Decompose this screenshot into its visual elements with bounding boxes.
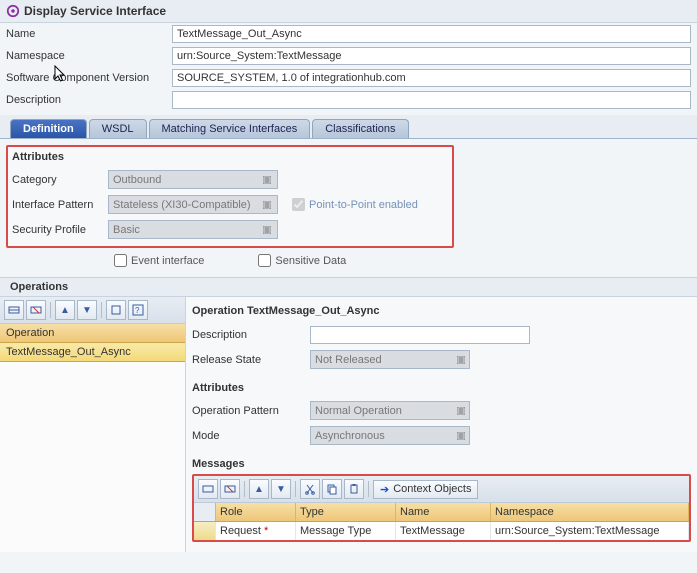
operation-detail-panel: Operation TextMessage_Out_Async Descript…	[186, 297, 697, 552]
tab-matching[interactable]: Matching Service Interfaces	[149, 119, 311, 138]
scv-label: Software Component Version	[6, 72, 172, 84]
messages-toolbar: ▲ ▼ ➔ Context Objects	[194, 476, 689, 503]
col-role: Role	[216, 503, 296, 521]
col-name: Name	[396, 503, 491, 521]
col-namespace: Namespace	[491, 503, 689, 521]
category-label: Category	[12, 174, 108, 186]
window-header: Display Service Interface	[0, 0, 697, 23]
add-row-button[interactable]	[4, 300, 24, 320]
p2p-input[interactable]	[292, 198, 305, 211]
messages-header-row: Role Type Name Namespace	[194, 503, 689, 522]
pattern-value: Stateless (XI30-Compatible)	[113, 199, 251, 211]
event-input[interactable]	[114, 254, 127, 267]
msg-role: Request	[220, 525, 261, 537]
attributes-title: Attributes	[12, 151, 448, 163]
operations-toolbar: ▲ ▼ ?	[0, 297, 185, 324]
msg-delete-button[interactable]	[220, 479, 240, 499]
context-objects-button[interactable]: ➔ Context Objects	[373, 480, 478, 499]
tab-wsdl[interactable]: WSDL	[89, 119, 147, 138]
sensitive-data-checkbox[interactable]: Sensitive Data	[258, 254, 346, 267]
description-label: Description	[6, 94, 172, 106]
pattern-combo[interactable]: Stateless (XI30-Compatible)	[108, 195, 278, 214]
dropdown-icon	[261, 198, 273, 212]
sensitive-label: Sensitive Data	[275, 255, 346, 267]
event-interface-checkbox[interactable]: Event interface	[114, 254, 204, 267]
oppattern-combo[interactable]: Normal Operation	[310, 401, 470, 420]
dropdown-icon	[261, 173, 273, 187]
required-star: *	[264, 525, 268, 537]
name-label: Name	[6, 28, 172, 40]
context-objects-label: Context Objects	[393, 483, 471, 495]
op-attr-title: Attributes	[192, 382, 691, 394]
msg-type: Message Type	[296, 522, 396, 540]
mode-value: Asynchronous	[315, 430, 385, 442]
name-field[interactable]: TextMessage_Out_Async	[172, 25, 691, 43]
operations-title: Operations	[0, 277, 697, 296]
delete-row-button[interactable]	[26, 300, 46, 320]
namespace-field[interactable]: urn:Source_System:TextMessage	[172, 47, 691, 65]
dropdown-icon	[457, 356, 465, 364]
event-label: Event interface	[131, 255, 204, 267]
oppattern-value: Normal Operation	[315, 405, 402, 417]
operation-row[interactable]: TextMessage_Out_Async	[0, 343, 185, 362]
security-combo[interactable]: Basic	[108, 220, 278, 239]
security-label: Security Profile	[12, 224, 108, 236]
operations-list-panel: ▲ ▼ ? Operation TextMessage_Out_Async	[0, 297, 186, 552]
attributes-panel: Attributes Category Outbound Interface P…	[6, 145, 454, 248]
category-combo[interactable]: Outbound	[108, 170, 278, 189]
msg-add-button[interactable]	[198, 479, 218, 499]
arrow-right-icon: ➔	[380, 483, 389, 496]
p2p-checkbox[interactable]: Point-to-Point enabled	[292, 198, 418, 211]
category-value: Outbound	[113, 174, 161, 186]
mode-combo[interactable]: Asynchronous	[310, 426, 470, 445]
p2p-label: Point-to-Point enabled	[309, 199, 418, 211]
service-interface-icon	[6, 4, 20, 18]
dropdown-icon	[457, 407, 465, 415]
release-label: Release State	[192, 354, 310, 366]
description-field[interactable]	[172, 91, 691, 109]
security-value: Basic	[113, 224, 140, 236]
pattern-label: Interface Pattern	[12, 199, 108, 211]
dropdown-icon	[261, 223, 273, 237]
scv-field[interactable]: SOURCE_SYSTEM, 1.0 of integrationhub.com	[172, 69, 691, 87]
message-row[interactable]: Request * Message Type TextMessage urn:S…	[194, 522, 689, 540]
msg-name: TextMessage	[396, 522, 491, 540]
msg-copy-button[interactable]	[322, 479, 342, 499]
release-value: Not Released	[315, 354, 382, 366]
mode-label: Mode	[192, 430, 310, 442]
operation-column-header: Operation	[0, 324, 185, 343]
msg-namespace: urn:Source_System:TextMessage	[491, 522, 689, 540]
release-combo[interactable]: Not Released	[310, 350, 470, 369]
op-desc-label: Description	[192, 329, 310, 341]
tab-bar: Definition WSDL Matching Service Interfa…	[0, 115, 697, 139]
tab-classifications[interactable]: Classifications	[312, 119, 408, 138]
tab-definition[interactable]: Definition	[10, 119, 87, 138]
msg-paste-button[interactable]	[344, 479, 364, 499]
operation-detail-title: Operation TextMessage_Out_Async	[192, 301, 691, 323]
namespace-label: Namespace	[6, 50, 172, 62]
oppattern-label: Operation Pattern	[192, 405, 310, 417]
sensitive-input[interactable]	[258, 254, 271, 267]
display-button[interactable]	[106, 300, 126, 320]
messages-table: ▲ ▼ ➔ Context Objects Role Type Name Nam…	[192, 474, 691, 542]
messages-title: Messages	[192, 458, 691, 470]
move-up-button[interactable]: ▲	[55, 300, 75, 320]
move-down-button[interactable]: ▼	[77, 300, 97, 320]
window-title: Display Service Interface	[24, 4, 166, 18]
msg-down-button[interactable]: ▼	[271, 479, 291, 499]
op-desc-field[interactable]	[310, 326, 530, 344]
col-type: Type	[296, 503, 396, 521]
msg-cut-button[interactable]	[300, 479, 320, 499]
help-button[interactable]: ?	[128, 300, 148, 320]
dropdown-icon	[457, 432, 465, 440]
msg-up-button[interactable]: ▲	[249, 479, 269, 499]
svg-text:?: ?	[135, 306, 140, 315]
